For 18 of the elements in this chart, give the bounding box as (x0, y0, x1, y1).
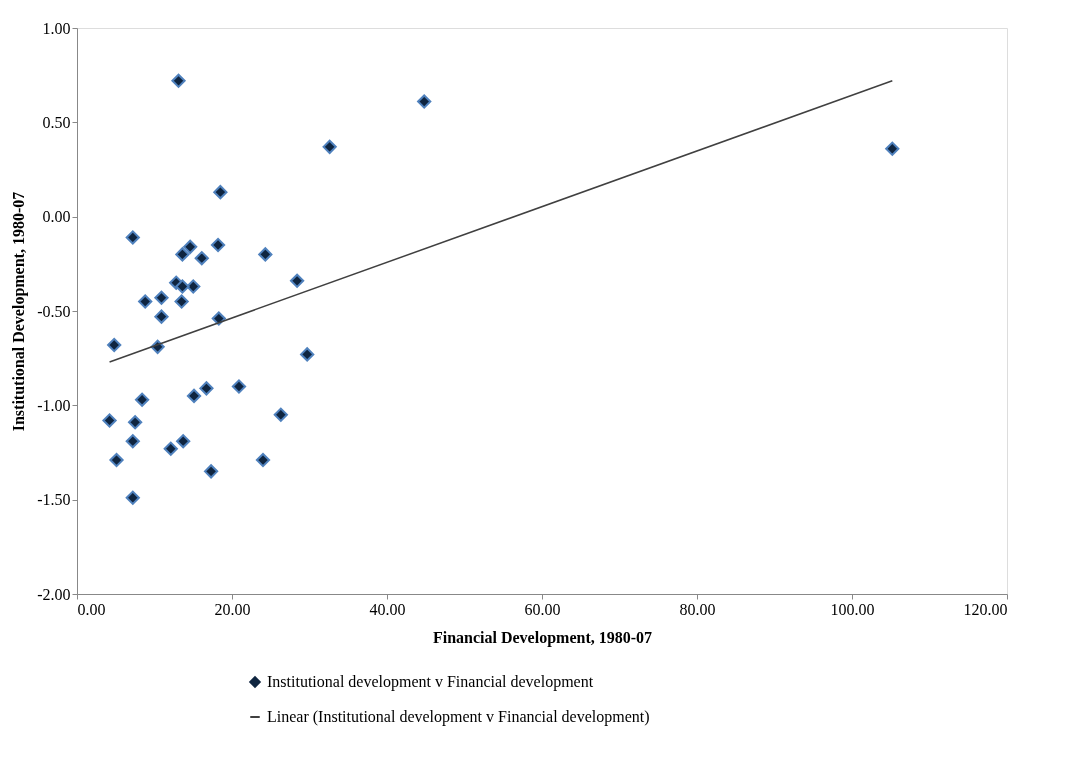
x-tick-label: 0.00 (77, 600, 106, 618)
x-tick-label: 20.00 (214, 600, 251, 618)
y-tick-label: -0.50 (37, 302, 71, 320)
x-tick-label: 120.00 (963, 600, 1008, 618)
y-tick-label: -2.00 (37, 585, 71, 603)
y-tick-label: 0.50 (42, 113, 71, 131)
x-axis-title: Financial Development, 1980-07 (432, 628, 653, 647)
y-tick-label: -1.50 (37, 491, 71, 509)
legend-label: Institutional development v Financial development (267, 673, 594, 691)
y-tick-label: 1.00 (42, 19, 71, 37)
y-tick-label: -1.00 (37, 396, 71, 414)
y-axis-title: Institutional Development, 1980-07 (10, 191, 29, 432)
x-tick-label: 100.00 (830, 600, 875, 618)
x-tick-label: 80.00 (679, 600, 716, 618)
x-tick-label: 40.00 (369, 600, 406, 618)
x-tick-label: 60.00 (524, 600, 561, 618)
y-tick-label: 0.00 (42, 208, 71, 226)
legend-label: Linear (Institutional development v Financial development) (267, 708, 650, 726)
